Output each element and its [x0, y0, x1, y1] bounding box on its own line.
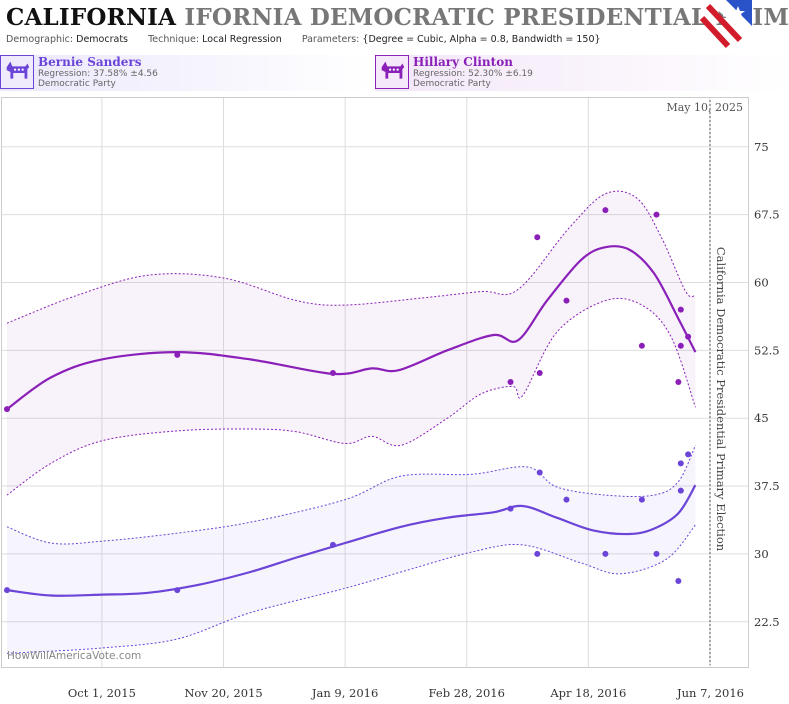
bernie-sanders-poll-point	[602, 550, 609, 557]
y-tick-label: 37.5	[754, 479, 780, 493]
donkey-icon	[6, 61, 30, 79]
bernie-sanders-poll-point	[563, 496, 570, 503]
y-tick-label: 60	[754, 275, 769, 289]
x-tick-label: Feb 28, 2016	[429, 686, 505, 700]
date-annotation: May 10, 2025	[666, 101, 743, 114]
bernie-sanders-band-fill	[7, 445, 696, 654]
hillary-clinton-poll-point	[675, 379, 682, 385]
hillary-party: Democratic Party	[413, 79, 491, 89]
hillary-name: Hillary Clinton	[413, 55, 513, 69]
bernie-sanders-upper-bound	[6, 445, 696, 545]
bernie-regression: Regression: 37.58% ±4.56	[38, 69, 158, 79]
hillary-clinton-trend-line	[6, 245, 697, 410]
title-main: CALIFORNIA	[6, 4, 177, 31]
hillary-clinton-poll-point	[534, 234, 541, 241]
y-tick-label: 52.5	[754, 343, 780, 357]
title-overlay: IFORNIA DEMOCRATIC PRESIDENTIAL PRIMARY …	[184, 4, 789, 31]
hillary-clinton-poll-point	[677, 306, 684, 313]
plot-frame	[1, 97, 749, 668]
parameters-label: Parameters:	[301, 34, 360, 45]
y-tick-label: 75	[754, 140, 769, 154]
bernie-card-icon-box	[0, 55, 34, 89]
x-tick-label: Nov 20, 2015	[184, 686, 262, 700]
trend-lines	[6, 245, 697, 597]
legend-bernie-sanders: Bernie Sanders Regression: 37.58% ±4.56 …	[0, 55, 372, 91]
bernie-sanders-poll-point	[329, 541, 336, 548]
x-tick-label: Jun 7, 2016	[676, 686, 744, 700]
flag-icon	[700, 0, 752, 49]
parameters-value: {Degree = Cubic, Alpha = 0.8, Bandwidth …	[362, 34, 601, 45]
technique-label: Technique:	[148, 34, 200, 45]
bernie-sanders-poll-point	[677, 460, 684, 467]
hillary-clinton-poll-point	[638, 342, 645, 349]
demographic-label: Demographic:	[6, 34, 74, 45]
confidence-bands	[6, 190, 696, 654]
hillary-clinton-poll-point	[563, 297, 570, 304]
demographic-value: Democrats	[76, 34, 128, 45]
bernie-sanders-poll-point	[4, 587, 10, 594]
hillary-clinton-poll-point	[685, 333, 692, 340]
hillary-clinton-poll-point	[536, 369, 543, 376]
hillary-clinton-poll-point	[4, 406, 10, 413]
bernie-sanders-poll-point	[536, 469, 543, 476]
hillary-clinton-poll-point	[174, 351, 181, 358]
x-tick-label: Jan 9, 2016	[311, 686, 378, 700]
bernie-card-text: Bernie Sanders Regression: 37.58% ±4.56 …	[38, 55, 158, 90]
bernie-sanders-poll-point	[638, 496, 645, 503]
bernie-name: Bernie Sanders	[38, 55, 142, 69]
y-tick-label: 22.5	[754, 615, 780, 629]
hillary-clinton-lower-bound	[6, 297, 696, 496]
bernie-sanders-trend-line	[6, 484, 697, 597]
legend-hillary-clinton: Hillary Clinton Regression: 52.30% ±6.19…	[375, 55, 789, 91]
hillary-clinton-poll-point	[602, 207, 609, 214]
bernie-sanders-poll-point	[685, 451, 692, 458]
axes: 22.5 30 37.5 45 52.5 60 67.5 75 Oct 1, 2015 Nov 2…	[68, 140, 780, 700]
y-tick-label: 67.5	[754, 208, 780, 222]
bernie-sanders-poll-point	[534, 550, 541, 557]
hillary-clinton-poll-point	[653, 211, 660, 218]
watermark: HowWillAmericaVote.com	[7, 650, 141, 662]
election-line-label: California Democratic Presidential Prima…	[714, 247, 728, 552]
poll-points	[4, 207, 692, 594]
x-tick-label: Oct 1, 2015	[68, 686, 136, 700]
bernie-sanders-lower-bound	[6, 524, 696, 654]
technique-value: Local Regression	[202, 34, 282, 45]
chart-title: CALIFORNIA IFORNIA DEMOCRATIC PRESIDENTI…	[6, 4, 789, 31]
y-tick-label: 45	[754, 411, 769, 425]
parameters-line: Demographic: Democrats Technique: Local …	[6, 34, 601, 45]
hillary-clinton-band-fill	[7, 191, 696, 496]
y-tick-label: 30	[754, 547, 769, 561]
hillary-clinton-poll-point	[329, 369, 336, 376]
donkey-icon	[381, 61, 405, 79]
hillary-clinton-upper-bound	[6, 190, 696, 324]
regression-chart: 22.5 30 37.5 45 52.5 60 67.5 75 Oct 1, 2015 Nov 2…	[1, 97, 780, 700]
hillary-card-icon-box	[375, 55, 409, 89]
hillary-clinton-poll-point	[507, 379, 514, 385]
bernie-sanders-poll-point	[675, 578, 682, 585]
bernie-sanders-poll-point	[677, 487, 684, 494]
bernie-party: Democratic Party	[38, 79, 116, 89]
x-tick-label: Apr 18, 2016	[549, 686, 626, 700]
bernie-sanders-poll-point	[174, 587, 181, 594]
title-bar: CALIFORNIA IFORNIA DEMOCRATIC PRESIDENTI…	[0, 0, 789, 52]
bernie-sanders-poll-point	[507, 505, 514, 512]
bernie-sanders-poll-point	[653, 550, 660, 557]
hillary-card-text: Hillary Clinton Regression: 52.30% ±6.19…	[413, 55, 533, 90]
hillary-regression: Regression: 52.30% ±6.19	[413, 69, 533, 79]
hillary-clinton-poll-point	[677, 342, 684, 349]
